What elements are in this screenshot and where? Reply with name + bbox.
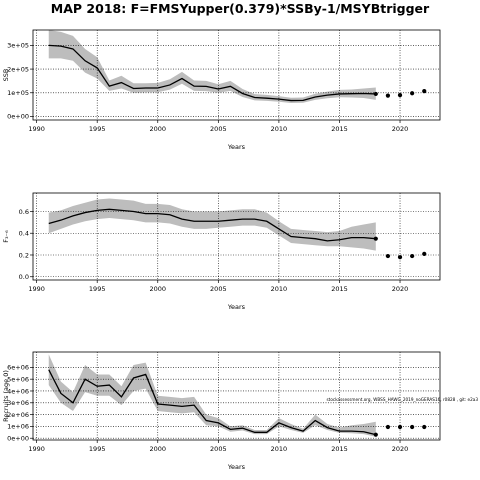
recruitment-x-tick-label: 2000 — [149, 445, 166, 453]
ssb-last-point — [373, 91, 378, 97]
fishing-mortality-x-tick-label: 2010 — [271, 285, 288, 293]
recruitment-confidence-band — [48, 354, 376, 437]
fishing-mortality-y-tick-label: 0.2 — [19, 251, 29, 259]
ssb-y-tick-label: 2e+05 — [7, 65, 29, 73]
ssb-y-tick-label: 0e+00 — [7, 113, 29, 121]
recruitment-y-tick-label: 6e+06 — [7, 364, 29, 372]
fishing-mortality-y-tick-label: 0.0 — [19, 273, 29, 281]
fishing-mortality-y-tick-label: 0.6 — [19, 208, 29, 216]
ssb-forecast-point — [410, 91, 415, 96]
ssb-confidence-band — [48, 30, 376, 103]
recruitment-estimate-line — [48, 369, 376, 436]
fishing-mortality-estimate-line — [48, 208, 376, 242]
recruitment-plot-frame — [32, 351, 441, 441]
fishing-mortality-forecast-point — [397, 255, 403, 260]
ssb-x-tick-label: 2015 — [331, 125, 348, 133]
fishing-mortality-last-point — [373, 236, 378, 241]
recruitment-forecast-point — [385, 424, 391, 430]
fishing-mortality-forecast-point — [385, 253, 391, 259]
fishing-mortality-forecast-point — [410, 253, 415, 259]
recruitment-x-axis-label: Years — [227, 463, 246, 471]
fishing-mortality-x-tick-label: 2020 — [392, 285, 409, 293]
fishing-mortality-x-tick-label: 2000 — [149, 285, 166, 293]
recruitment-x-tick-label: 2005 — [210, 445, 227, 453]
ssb-panel: 1990 1995 2000 2005 2010 2015 2020 0e+00 1e+05 2e… — [2, 29, 441, 151]
ssb-forecast-point — [385, 93, 391, 98]
ssb-forecast-point — [422, 89, 427, 94]
ssb-x-tick-label: 2005 — [210, 125, 227, 133]
recruitment-y-axis-label: Recruits (age 0) — [2, 370, 10, 422]
ssb-y-axis-label: SSB — [2, 69, 10, 82]
recruitment-y-tick-label: 4e+06 — [7, 387, 29, 395]
ssb-x-tick-label: 2000 — [149, 125, 166, 133]
ssb-x-tick-label: 2010 — [271, 125, 288, 133]
fishing-mortality-y-tick-label: 0.4 — [19, 230, 29, 238]
ssb-forecast-point — [397, 93, 403, 98]
ssb-y-tick-label: 1e+05 — [7, 89, 29, 97]
fishing-mortality-y-axis-label: F₃₋₆ — [2, 230, 10, 243]
source-annotation: stockassessment.org, WBSS_HAWG_2019_noGE… — [327, 397, 479, 402]
recruitment-y-tick-label: 1e+06 — [7, 423, 29, 431]
recruitment-x-tick-label: 2015 — [331, 445, 348, 453]
recruitment-x-tick-label: 2020 — [392, 445, 409, 453]
fishing-mortality-x-tick-label: 1995 — [89, 285, 106, 293]
ssb-x-tick-label: 2020 — [392, 125, 409, 133]
recruitment-x-tick-label: 1990 — [28, 445, 45, 453]
recruitment-forecast-point — [410, 424, 415, 430]
ssb-x-tick-label: 1995 — [89, 125, 106, 133]
fishing-mortality-confidence-band — [48, 198, 376, 251]
fishing-mortality-x-tick-label: 2015 — [331, 285, 348, 293]
ssb-x-axis-label: Years — [227, 143, 246, 151]
recruitment-x-tick-label: 2010 — [271, 445, 288, 453]
ssb-x-tick-label: 1990 — [28, 125, 45, 133]
ssb-estimate-line — [48, 44, 376, 102]
fishing-mortality-panel: 1990 1995 2000 2005 2010 2015 2020 0.0 0.2 0.4 0.6… — [2, 192, 441, 311]
fishing-mortality-x-axis-label: Years — [227, 303, 246, 311]
recruitment-y-tick-label: 3e+06 — [7, 399, 29, 407]
recruitment-last-point — [373, 432, 378, 437]
recruitment-forecast-point — [397, 424, 403, 430]
recruitment-x-tick-label: 1995 — [89, 445, 106, 453]
recruitment-y-tick-label: 0e+00 — [7, 435, 29, 443]
recruitment-panel: 1990 1995 2000 2005 2010 2015 2020 0e+00 1e+06 2e… — [2, 351, 441, 471]
recruitment-y-tick-label: 5e+06 — [7, 375, 29, 383]
fishing-mortality-plot-frame — [32, 192, 441, 281]
fishing-mortality-x-tick-label: 1990 — [28, 285, 45, 293]
fishing-mortality-forecast-point — [422, 251, 427, 256]
ssb-plot-frame — [32, 29, 441, 121]
figure-title: MAP 2018: F=FMSYupper(0.379)*SSBy-1/MSYB… — [51, 1, 430, 16]
ssb-y-tick-label: 3e+05 — [7, 42, 29, 50]
recruitment-forecast-point — [422, 424, 427, 430]
recruitment-y-tick-label: 2e+06 — [7, 411, 29, 419]
fishing-mortality-x-tick-label: 2005 — [210, 285, 227, 293]
